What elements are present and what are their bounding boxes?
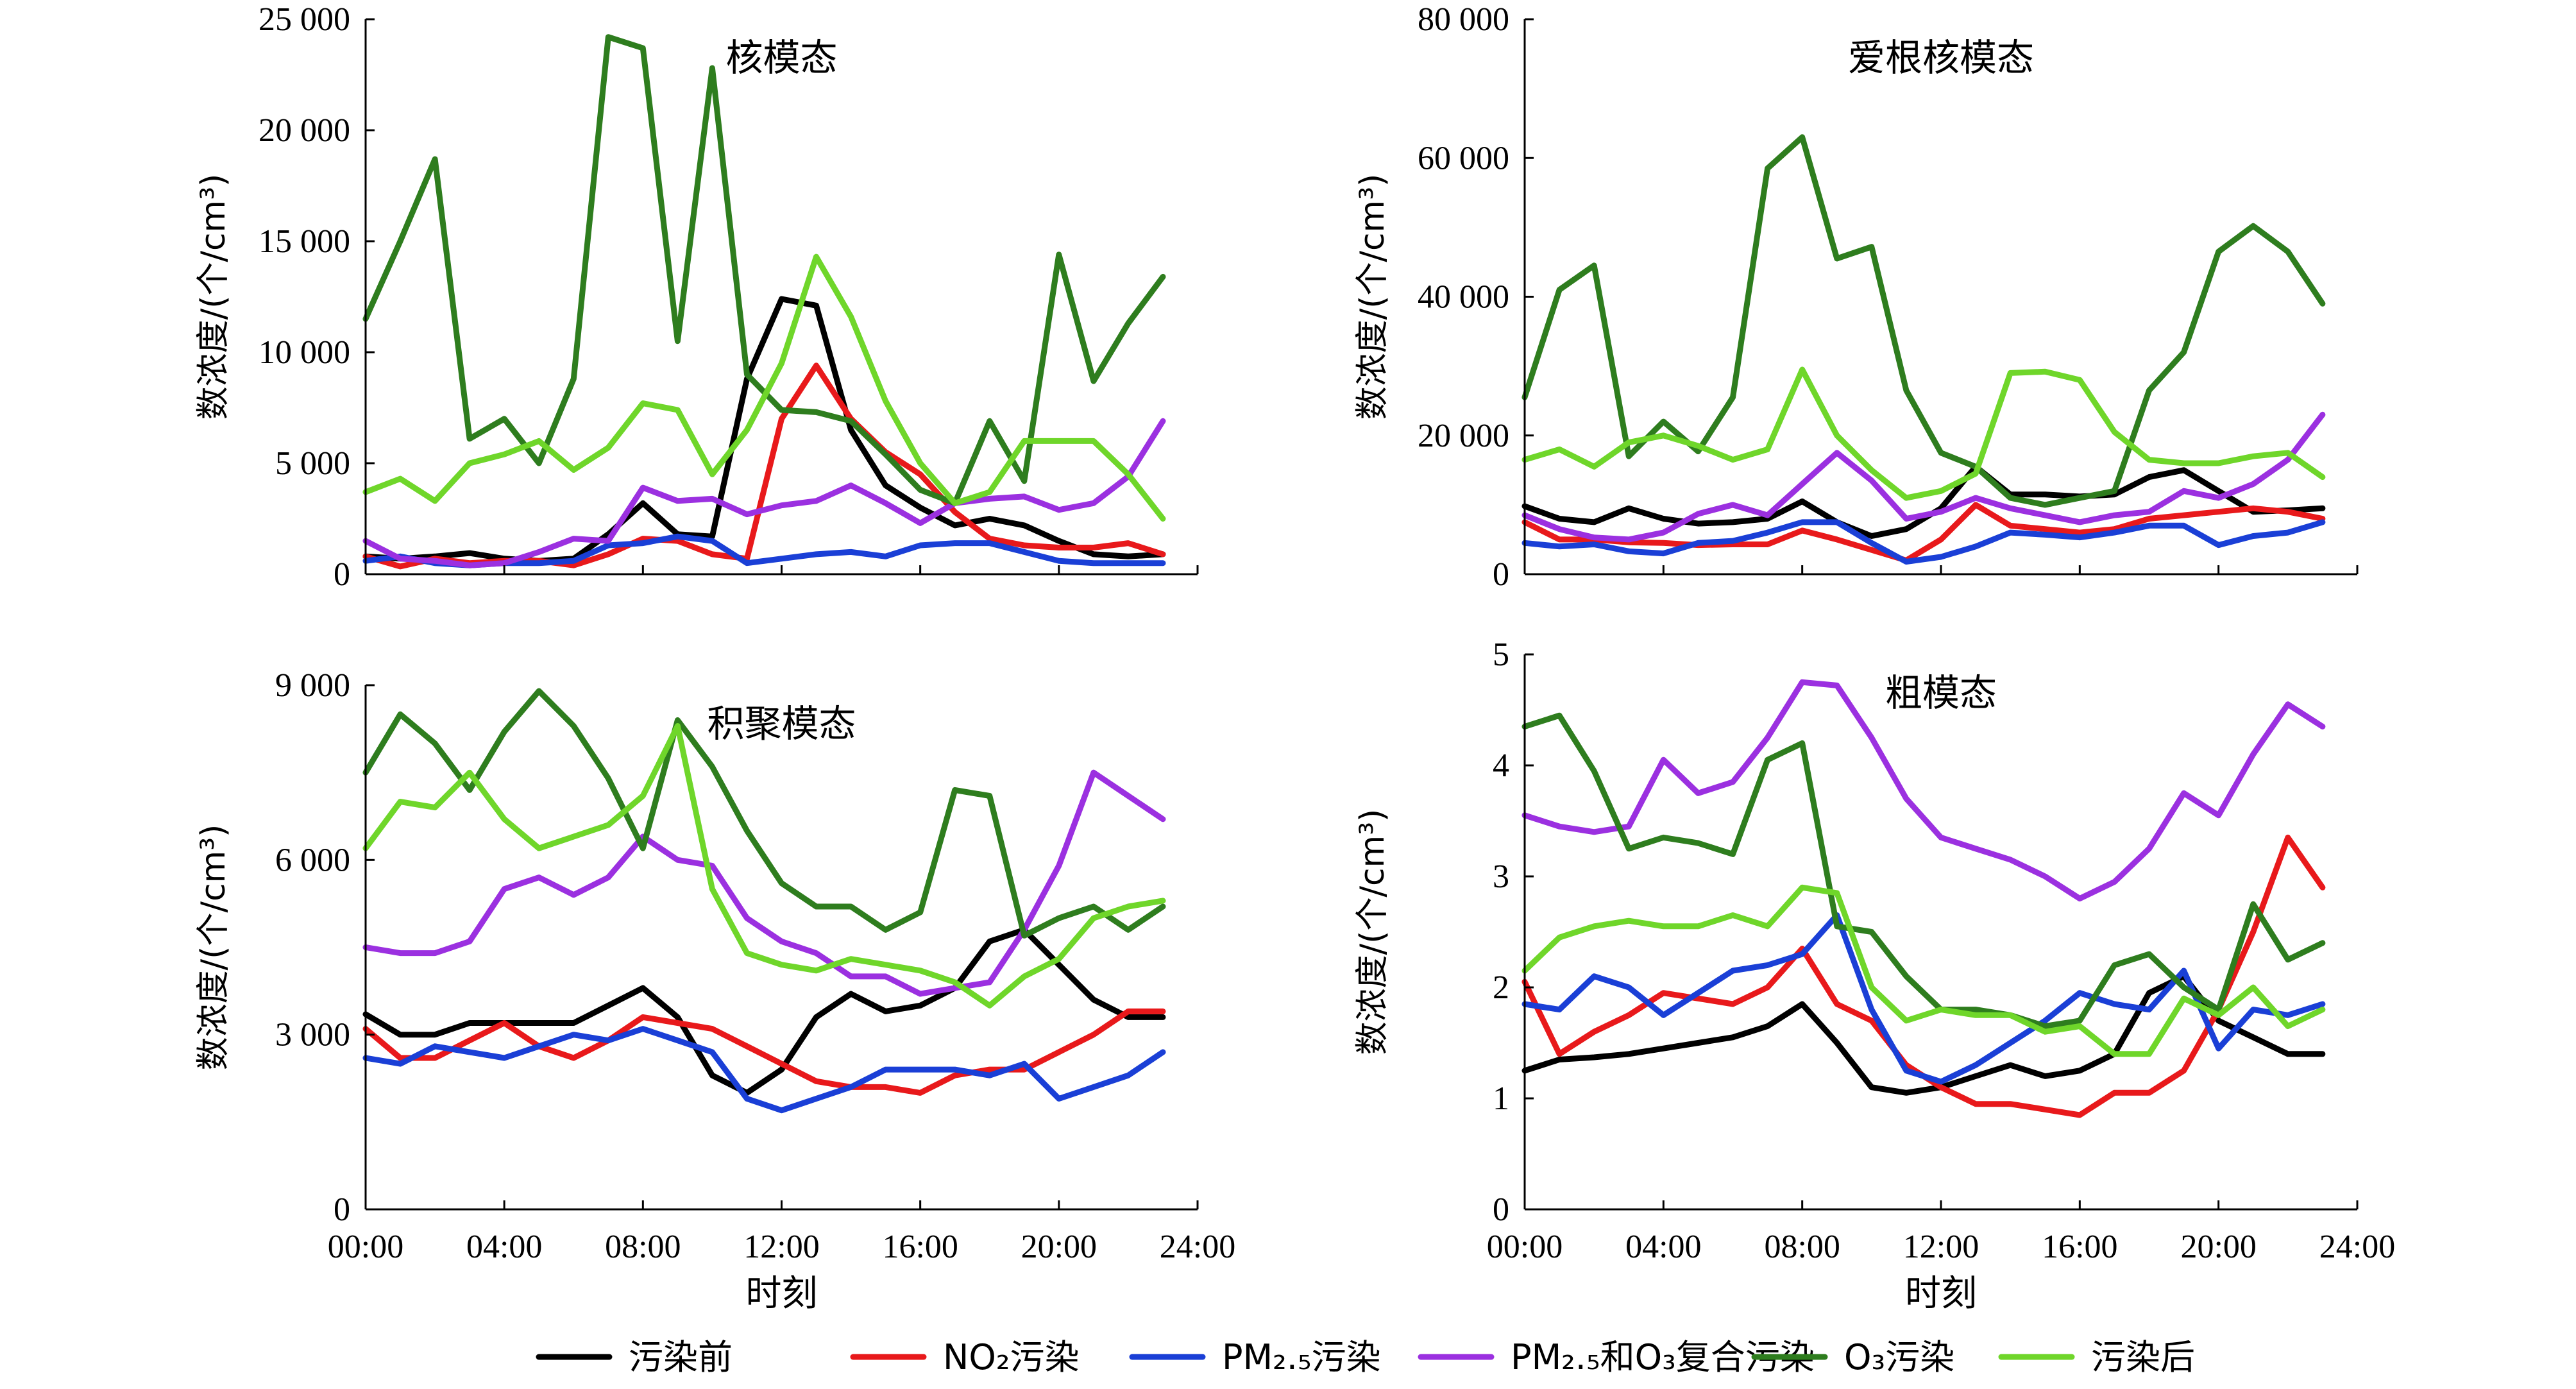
x-tick-label: 20:00 [1021,1229,1097,1265]
x-tick-label: 20:00 [2180,1229,2256,1265]
x-tick-label: 24:00 [1160,1229,1235,1265]
chart-panel-4: 0 1 2 3 4 5 00:00 04:00 08:00 12:00 16:00 20:00 24:0… [1353,636,2395,1315]
chart-panel-2: 0 20 000 40 000 60 000 80 000 爱根核模态数浓度/(个/cm³… [1353,1,2359,593]
y-tick-label: 20 000 [258,112,350,149]
x-tick-label: 12:00 [743,1229,819,1265]
y-tick-label: 10 000 [258,334,350,371]
panel-title: 爱根核模态 [1848,36,2034,80]
y-tick-label: 20 000 [1418,418,1509,454]
series-line-pre [362,926,1166,1096]
x-axis-label: 时刻 [746,1273,818,1315]
y-axis-label: 数浓度/(个/cm³) [194,174,233,420]
y-tick-label: 0 [334,556,350,593]
x-tick-label: 12:00 [1903,1229,1979,1265]
y-tick-label: 0 [334,1191,350,1228]
legend-label: O₃污染 [1844,1337,1954,1377]
y-tick-label: 2 [1493,969,1509,1006]
x-tick-label: 16:00 [2042,1229,2117,1265]
series-line-combo [362,769,1166,997]
chart-panel-1: 0 5 000 10 000 15 000 20 000 25 000 核模态数浓度/(个/… [194,1,1199,593]
x-tick-label: 08:00 [605,1229,681,1265]
y-tick-label: 0 [1493,556,1509,593]
y-tick-label: 40 000 [1418,279,1509,316]
series-line-no2 [1521,502,2326,563]
series-line-pre [1521,463,2326,539]
y-tick-label: 25 000 [258,1,350,38]
chart-panel-3: 0 3 000 6 000 9 000 00:00 04:00 08:00 12:00 16:0… [194,667,1235,1315]
series-line-pre [362,296,1166,564]
x-tick-label: 24:00 [2319,1229,2395,1265]
legend-label: NO₂污染 [943,1337,1080,1377]
series-line-post [1521,884,2326,1057]
series-line-post [362,723,1166,1009]
series-line-o3 [1521,134,2326,508]
y-axis-label: 数浓度/(个/cm³) [1353,809,1392,1055]
series-line-o3 [362,688,1166,939]
y-axis-label: 数浓度/(个/cm³) [1353,174,1392,420]
legend-item-pre: 污染前 [536,1337,733,1377]
series-line-o3 [362,34,1166,506]
series-line-pm25 [362,1026,1166,1114]
x-tick-label: 16:00 [882,1229,958,1265]
series-line-pm25 [1521,912,2326,1085]
series-line-combo [1521,411,2326,543]
x-tick-label: 04:00 [466,1229,542,1265]
y-tick-label: 5 000 [275,445,350,482]
legend-label: PM₂.₅污染 [1222,1337,1381,1377]
y-tick-label: 5 [1493,636,1509,673]
series-line-combo [362,418,1166,568]
y-axis-label: 数浓度/(个/cm³) [194,824,233,1071]
x-tick-label: 00:00 [1487,1229,1563,1265]
panel-title: 积聚模态 [707,702,856,746]
legend-item-post: 污染后 [1998,1337,2195,1377]
y-tick-label: 6 000 [275,842,350,878]
x-axis-label: 时刻 [1905,1273,1977,1315]
y-tick-label: 0 [1493,1191,1509,1228]
legend-item-no2: NO₂污染 [850,1337,1080,1377]
legend-label: 污染后 [2091,1337,2195,1377]
series-line-pm25 [1521,519,2326,565]
legend: 污染前 NO₂污染 PM₂.₅污染 PM₂.₅和O₃复合污染 O₃污染 污染后 [536,1337,2195,1377]
y-tick-label: 80 000 [1418,1,1509,38]
series-line-post [1521,366,2326,501]
x-tick-label: 00:00 [328,1229,403,1265]
panel-title: 粗模态 [1885,671,1997,715]
y-tick-label: 3 [1493,858,1509,895]
y-tick-label: 60 000 [1418,140,1509,176]
y-tick-label: 4 [1493,747,1509,784]
legend-label: 污染前 [629,1337,733,1377]
panel-title: 核模态 [725,36,837,80]
y-tick-label: 3 000 [275,1017,350,1053]
legend-item-pm25: PM₂.₅污染 [1129,1337,1381,1377]
x-tick-label: 08:00 [1764,1229,1840,1265]
y-tick-label: 9 000 [275,667,350,704]
series-line-post [362,253,1166,522]
y-tick-label: 1 [1493,1080,1509,1117]
x-tick-label: 04:00 [1625,1229,1701,1265]
series-line-combo [1521,679,2326,902]
y-tick-label: 15 000 [258,223,350,260]
series-line-o3 [1521,712,2326,1029]
legend-item-o3: O₃污染 [1751,1337,1954,1377]
